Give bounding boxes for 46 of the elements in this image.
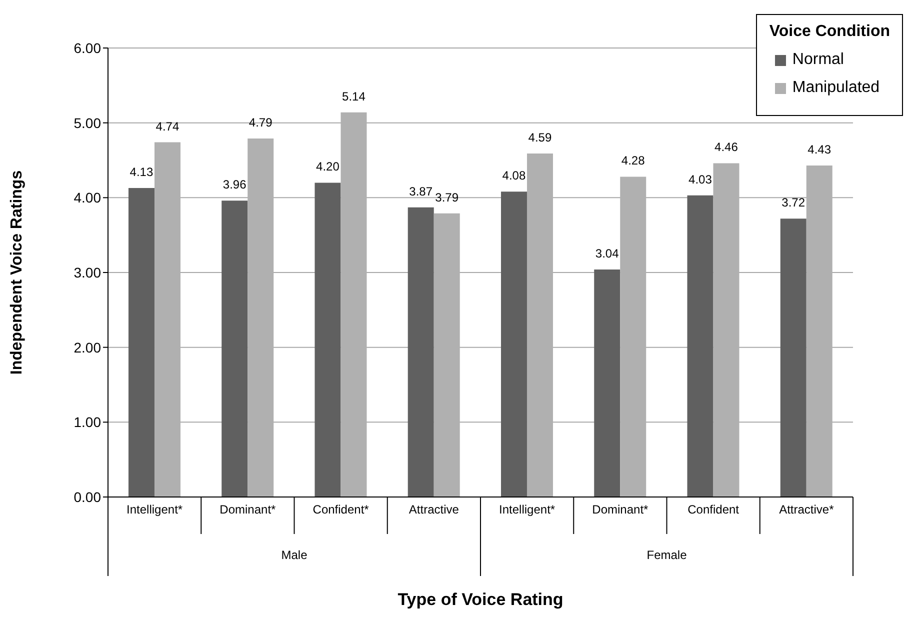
y-tick-label: 4.00 <box>74 190 102 206</box>
data-label: 4.43 <box>808 142 832 156</box>
legend-label: Manipulated <box>792 79 880 97</box>
legend-label: Normal <box>792 51 844 69</box>
text: Male <box>281 548 308 562</box>
x-tick-label: Confident* <box>312 502 370 517</box>
x-tick-label: Dominant* <box>592 502 649 517</box>
text: Female <box>646 548 688 562</box>
x-axis-title: Type of Voice Rating <box>398 590 564 609</box>
y-tick-label: 0.00 <box>74 488 102 505</box>
x-tick-label: Confident <box>688 502 740 517</box>
legend-title: Voice Condition <box>769 23 890 41</box>
data-label: 3.79 <box>435 190 459 204</box>
bar <box>128 188 154 497</box>
bar <box>780 218 806 497</box>
bar <box>314 182 341 497</box>
data-label: 3.72 <box>782 196 806 210</box>
x-tick-label: Dominant* <box>220 502 276 517</box>
y-tick-label: 3.00 <box>74 264 102 280</box>
data-label: 4.08 <box>502 168 526 183</box>
data-label: 3.96 <box>222 178 247 192</box>
x-tick-label: Intelligent* <box>499 502 556 517</box>
bar <box>594 270 620 497</box>
data-label: 4.28 <box>621 154 646 168</box>
data-label: 5.14 <box>342 89 366 104</box>
data-label: 3.04 <box>595 246 620 261</box>
x-tick-label: Intelligent* <box>126 502 183 517</box>
data-label: 4.74 <box>156 119 180 134</box>
bar <box>687 195 714 497</box>
bar <box>408 207 434 497</box>
data-label: 4.46 <box>714 140 738 154</box>
data-label: 4.79 <box>248 116 273 130</box>
y-tick-label: 2.00 <box>74 339 102 356</box>
bar <box>500 192 527 497</box>
x-tick-label: Attractive <box>408 502 460 517</box>
data-label: 4.20 <box>316 160 340 174</box>
y-tick-label: 1.00 <box>74 414 102 430</box>
x-tick-label: Attractive* <box>779 502 834 517</box>
y-axis-title: Independent Voice Ratings <box>8 170 26 375</box>
data-label: 3.87 <box>409 184 433 198</box>
data-label: 4.13 <box>130 164 154 179</box>
bar <box>222 200 248 497</box>
data-label: 4.03 <box>688 172 712 186</box>
y-tick-label: 6.00 <box>74 40 102 56</box>
data-label: 4.59 <box>528 130 552 145</box>
y-tick-label: 5.00 <box>74 114 102 131</box>
